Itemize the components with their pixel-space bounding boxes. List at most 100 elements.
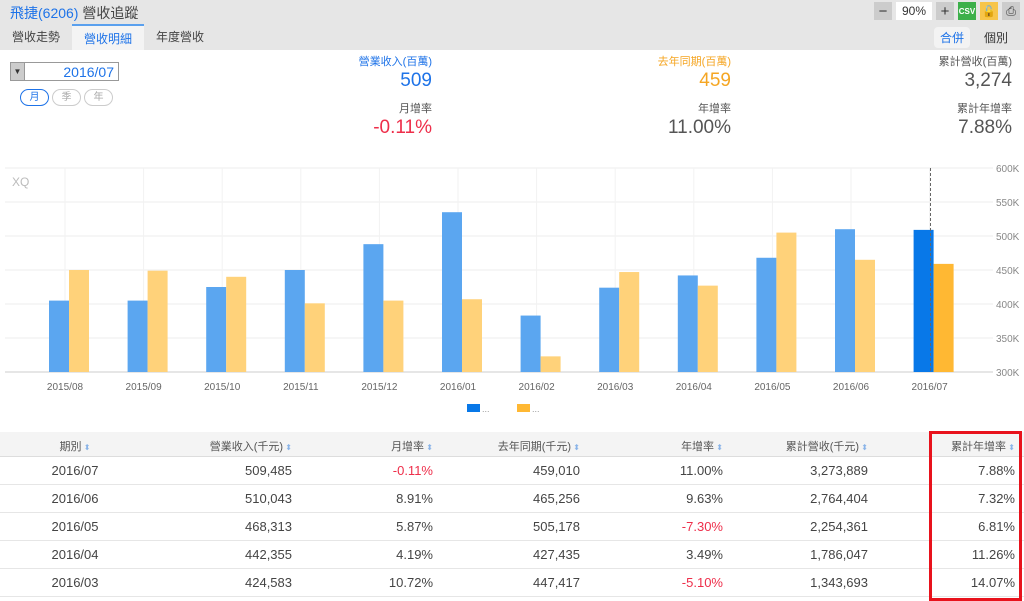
page-title: 飛捷(6206) 營收追蹤	[10, 3, 138, 23]
table-cell: -7.30%	[681, 519, 723, 534]
date-value: 2016/07	[63, 64, 114, 80]
header-label: 年增率	[681, 441, 715, 453]
sort-icon[interactable]: ⬍	[714, 443, 723, 452]
company-name: 飛捷(6206)	[10, 5, 79, 21]
stat-mom: 月增率 -0.11%	[373, 100, 432, 139]
revenue-bar-chart: 300K 350K 400K 450K 500K 550K 600K XQ 2015/08 201…	[5, 164, 1020, 414]
tab-revenue-trend[interactable]: 營收走勢	[12, 30, 61, 44]
x-tick-label: 2015/11	[283, 382, 319, 393]
sort-icon[interactable]: ⬍	[859, 443, 868, 452]
lock-icon[interactable]: 🔓	[980, 2, 998, 20]
stat-value: 3,274	[964, 70, 1012, 91]
legend-swatch	[517, 404, 530, 412]
x-tick-label: 2016/05	[754, 382, 791, 393]
table-cell: 459,010	[533, 463, 580, 478]
sort-icon[interactable]: ⬍	[283, 443, 292, 452]
sort-icon[interactable]: ⬍	[424, 443, 433, 452]
x-tick-label: 2015/10	[204, 382, 241, 393]
individual-toggle[interactable]: 個別	[983, 31, 1008, 45]
bar-last-year	[540, 356, 561, 372]
period-quarter[interactable]: 季	[52, 89, 81, 106]
column-header[interactable]: 年增率 ⬍	[681, 438, 723, 454]
chevron-down-icon[interactable]: ▼	[11, 63, 25, 80]
bar-revenue	[913, 229, 934, 372]
table-cell: 2,254,361	[810, 519, 868, 534]
bar-revenue	[49, 300, 69, 372]
header-label: 月增率	[391, 441, 425, 453]
column-header[interactable]: 月增率 ⬍	[391, 438, 433, 454]
table-cell: 11.00%	[679, 463, 723, 478]
tab-revenue-detail[interactable]: 營收明細	[72, 24, 145, 50]
stat-cumulative: 累計營收(百萬) 3,274	[939, 53, 1012, 92]
bar-last-year	[933, 263, 954, 372]
bar-revenue	[756, 257, 777, 372]
table-row: 2016/07 509,485 -0.11% 459,010 11.00% 3,273,8…	[0, 457, 1024, 485]
y-tick-label: 450K	[996, 266, 1020, 277]
zoom-in-button[interactable]: +	[936, 2, 954, 20]
stat-cumulative-yoy: 累計年增率 7.88%	[957, 100, 1012, 139]
table-header: 期別 ⬍ 營業收入(千元) ⬍ 月增率 ⬍ 去年同期(千元) ⬍ 年增率 ⬍ 累計營收(千…	[0, 432, 1024, 457]
column-header[interactable]: 期別 ⬍	[44, 438, 106, 454]
watermark: XQ	[12, 175, 29, 189]
stat-lastyear: 去年同期(百萬) 459	[658, 53, 731, 92]
bar-revenue	[284, 270, 305, 372]
bar-last-year	[697, 285, 718, 372]
period-month[interactable]: 月	[20, 89, 49, 106]
table-cell: 5.87%	[396, 519, 433, 534]
header-label: 營業收入(千元)	[209, 441, 284, 453]
x-tick-label: 2016/04	[676, 382, 713, 393]
header-label: 期別	[59, 441, 82, 453]
y-tick-label: 350K	[996, 334, 1020, 345]
table-cell: -5.10%	[681, 575, 723, 590]
table-cell: 2016/07	[51, 463, 99, 478]
table-cell: 447,417	[533, 575, 580, 590]
y-tick-label: 400K	[996, 300, 1020, 311]
merged-toggle[interactable]: 合併	[933, 27, 970, 48]
bar-last-year	[462, 299, 482, 372]
table-cell: 424,583	[245, 575, 292, 590]
table-row: 2016/03 424,583 10.72% 447,417 -5.10% 1,343,6…	[0, 569, 1024, 597]
column-header[interactable]: 累計年增率 ⬍	[951, 438, 1015, 454]
bar-revenue	[363, 244, 384, 372]
title-text: 營收追蹤	[82, 5, 139, 21]
date-select[interactable]: ▼ 2016/07	[10, 62, 119, 81]
y-tick-label: 300K	[996, 368, 1020, 379]
column-header[interactable]: 去年同期(千元) ⬍	[498, 438, 580, 454]
y-tick-label: 500K	[996, 232, 1020, 243]
bar-last-year	[855, 259, 875, 372]
print-icon[interactable]: ⎙	[1002, 2, 1020, 20]
x-tick-label: 2016/02	[519, 382, 556, 393]
stat-value: 509	[400, 70, 432, 91]
table-cell: 8.91%	[396, 491, 433, 506]
table-cell: 4.19%	[396, 547, 433, 562]
stat-label: 累計年增率	[957, 103, 1012, 115]
table-cell: 14.07%	[970, 575, 1015, 590]
sort-icon[interactable]: ⬍	[81, 443, 91, 452]
x-tick-label: 2016/06	[833, 382, 870, 393]
sort-icon[interactable]: ⬍	[571, 443, 580, 452]
column-header[interactable]: 累計營收(千元) ⬍	[786, 438, 868, 454]
tab-annual-revenue[interactable]: 年度營收	[156, 30, 205, 44]
stat-label: 月增率	[399, 103, 432, 115]
column-header[interactable]: 營業收入(千元) ⬍	[210, 438, 292, 454]
table-cell: 11.26%	[971, 547, 1015, 562]
stat-label: 去年同期(百萬)	[657, 56, 731, 68]
sort-icon[interactable]: ⬍	[1006, 443, 1015, 452]
x-tick-label: 2016/07	[912, 382, 949, 393]
stat-value: 7.88%	[958, 117, 1012, 138]
bar-revenue	[127, 300, 148, 372]
stat-revenue: 營業收入(百萬) 509	[359, 53, 432, 92]
header-label: 累計營收(千元)	[785, 441, 860, 453]
table-cell: -0.11%	[392, 463, 433, 478]
table-cell: 1,343,693	[810, 575, 868, 590]
table-cell: 7.88%	[978, 463, 1015, 478]
zoom-out-button[interactable]: −	[874, 2, 892, 20]
highlight-box	[929, 431, 1022, 601]
stat-label: 營業收入(百萬)	[358, 56, 432, 68]
table-row: 2016/06 510,043 8.91% 465,256 9.63% 2,764,404…	[0, 485, 1024, 513]
csv-export-button[interactable]: CSV	[958, 2, 976, 20]
bar-last-year	[776, 232, 797, 372]
table-cell: 468,313	[245, 519, 292, 534]
period-year[interactable]: 年	[84, 89, 113, 106]
bar-last-year	[226, 276, 247, 372]
